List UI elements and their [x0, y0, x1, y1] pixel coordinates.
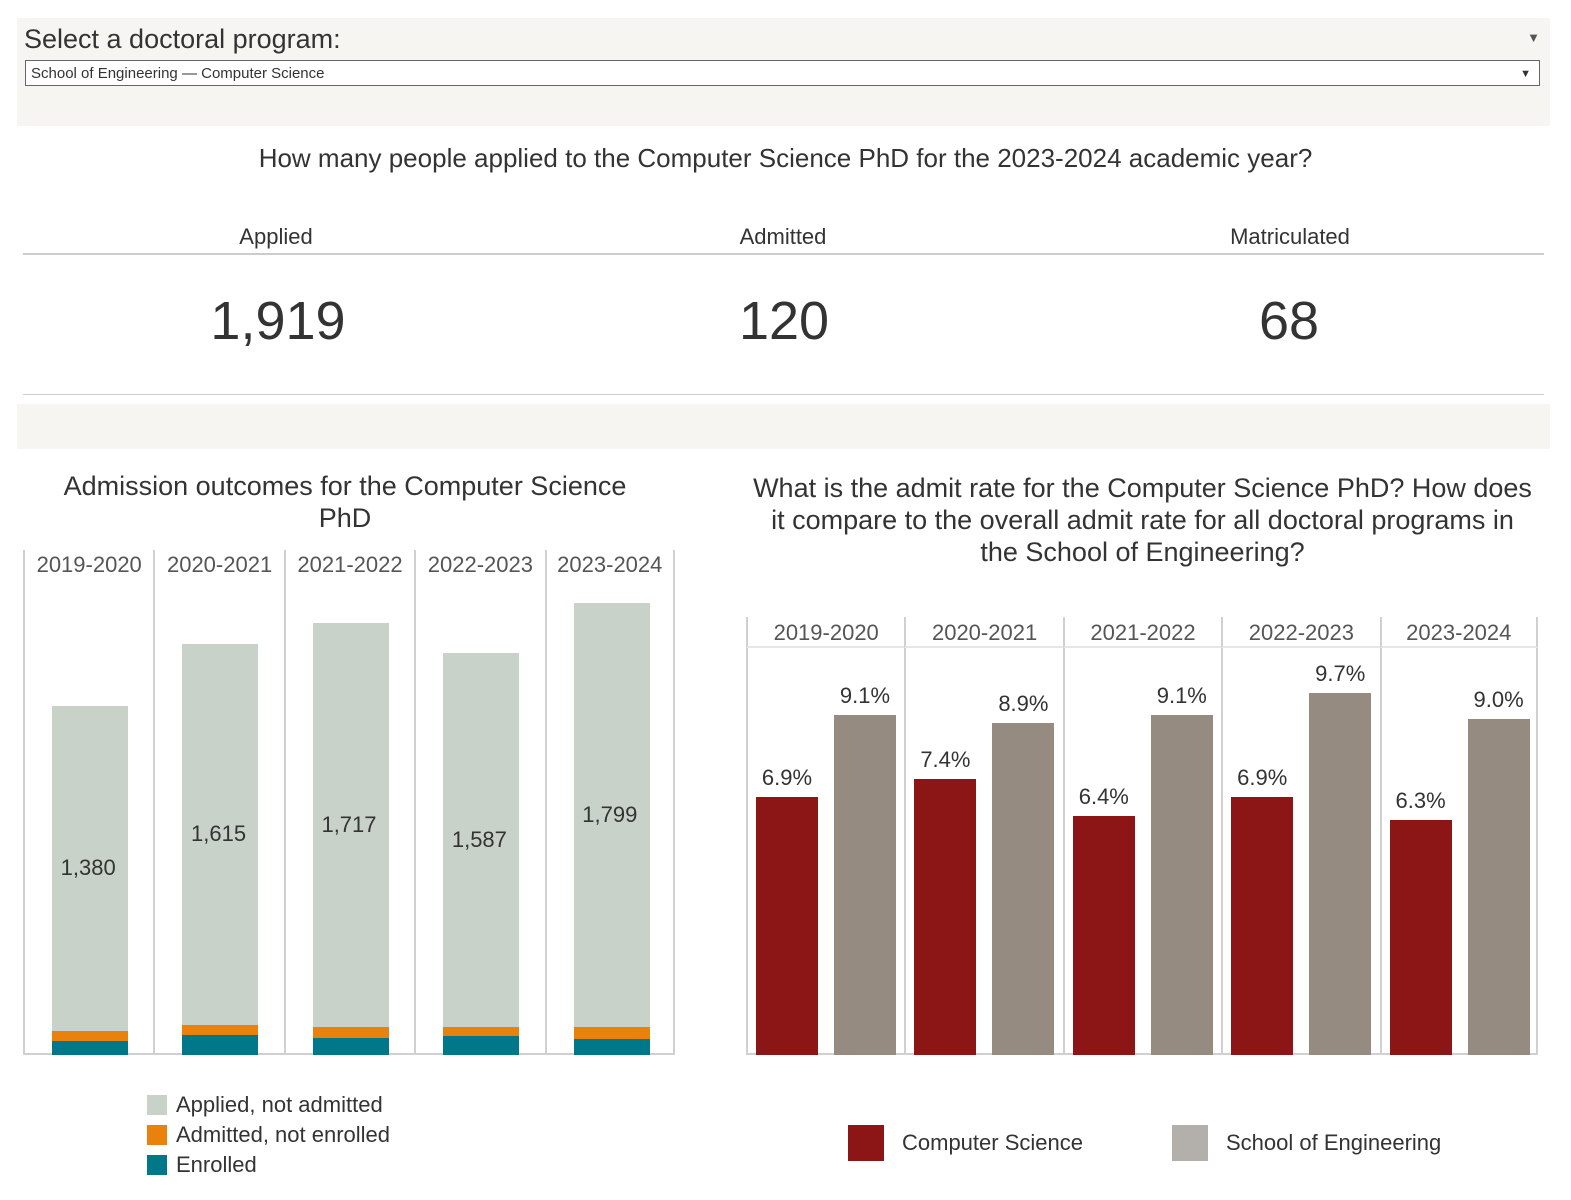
bar-enrolled: [182, 1034, 259, 1055]
data-label: 6.9%: [1237, 765, 1288, 791]
data-label: 9.7%: [1315, 660, 1366, 686]
column-panel: [1379, 648, 1538, 1055]
bar-computer-science: [1231, 797, 1294, 1055]
legend-soe: School of Engineering: [1172, 1125, 1441, 1161]
admitted-label: Admitted: [739, 224, 827, 249]
divider: [23, 394, 1544, 395]
program-dropdown[interactable]: School of Engineering — Computer Science…: [25, 60, 1540, 86]
matriculated-label: Matriculated: [1230, 224, 1350, 249]
data-label: 6.3%: [1395, 787, 1446, 813]
bar-enrolled: [312, 1037, 389, 1055]
data-label: 1,615: [191, 821, 247, 847]
bar-computer-science: [756, 797, 818, 1055]
data-label: 1,380: [60, 855, 116, 881]
bar-applied-not-admitted: [443, 653, 520, 1028]
legend-swatch: [147, 1125, 167, 1145]
bar-enrolled: [443, 1035, 520, 1055]
column-header: 2022-2023: [414, 550, 544, 580]
bar-school-of-engineering: [1467, 718, 1530, 1055]
bar-admitted-not-enrolled: [312, 1027, 389, 1038]
legend-label: School of Engineering: [1226, 1130, 1442, 1155]
bar-applied-not-admitted: [573, 603, 650, 1027]
column-panel: [904, 648, 1063, 1055]
legend-cs: Computer Science: [848, 1125, 1083, 1161]
legend-swatch: [147, 1155, 167, 1175]
bar-admitted-not-enrolled: [182, 1024, 259, 1035]
bar-school-of-engineering: [1309, 692, 1372, 1055]
column-header: 2020-2021: [904, 617, 1063, 648]
bar-applied-not-admitted: [52, 705, 128, 1031]
legend-label: Applied, not admitted: [176, 1092, 383, 1117]
legend-label: Enrolled: [176, 1152, 257, 1177]
panel-menu-arrow-icon[interactable]: ▼: [1527, 30, 1540, 45]
data-label: 1,587: [451, 827, 507, 853]
program-selector-panel: Select a doctoral program: ▼ School of E…: [17, 18, 1550, 126]
summary-question: How many people applied to the Computer …: [258, 143, 1313, 173]
divider: [23, 253, 1544, 255]
column-panel: [746, 648, 905, 1055]
bar-enrolled: [52, 1040, 128, 1055]
data-label: 9.1%: [1156, 683, 1207, 709]
admitted-value: 120: [738, 291, 830, 351]
column-header: 2023-2024: [1379, 617, 1538, 648]
selector-label: Select a doctoral program:: [24, 24, 341, 54]
outcomes-chart: 2019-2020 1,380 2020-2021 1,615 2021-2022 1,7…: [23, 550, 675, 1057]
legend-applied: Applied, not admitted: [147, 1092, 383, 1118]
column-panel: [1221, 648, 1380, 1055]
data-label: 6.4%: [1078, 784, 1129, 810]
bar-computer-science: [1389, 819, 1452, 1055]
admit-rate-chart: 2019-2020 6.9% 9.1% 2020-2021 7.4% 8.9% 2021-2…: [746, 617, 1538, 1057]
data-label: 1,717: [321, 812, 377, 838]
applied-label: Applied: [239, 224, 313, 249]
bar-school-of-engineering: [992, 722, 1055, 1055]
applied-value: 1,919: [210, 291, 346, 351]
bar-admitted-not-enrolled: [443, 1027, 520, 1036]
bar-enrolled: [573, 1038, 650, 1055]
bar-applied-not-admitted: [312, 623, 389, 1028]
legend-swatch: [147, 1095, 167, 1115]
column-header: 2019-2020: [746, 617, 905, 648]
column-header: 2021-2022: [283, 550, 414, 580]
spacer-band: [17, 404, 1550, 449]
legend-enrolled: Enrolled: [147, 1152, 257, 1178]
legend-admitted: Admitted, not enrolled: [147, 1122, 390, 1148]
bar-admitted-not-enrolled: [573, 1026, 650, 1039]
outcomes-chart-title: Admission outcomes for the Computer Scie…: [63, 471, 627, 533]
bar-computer-science: [1072, 816, 1135, 1055]
legend-swatch: [848, 1125, 884, 1161]
bar-school-of-engineering: [834, 715, 896, 1055]
column-header: 2021-2022: [1062, 617, 1222, 648]
data-label: 6.9%: [761, 765, 813, 791]
bar-school-of-engineering: [1150, 715, 1213, 1055]
bar-applied-not-admitted: [182, 644, 259, 1025]
legend-label: Computer Science: [902, 1130, 1083, 1155]
bar-computer-science: [914, 778, 977, 1055]
data-label: 7.4%: [920, 746, 971, 772]
chevron-down-icon: ▼: [1520, 68, 1531, 80]
column-panel: [1062, 648, 1222, 1055]
admit-rate-chart-title: What is the admit rate for the Computer …: [753, 473, 1532, 567]
column-header: 2019-2020: [23, 550, 153, 580]
dropdown-value: School of Engineering — Computer Science: [31, 65, 325, 82]
column-header: 2020-2021: [153, 550, 283, 580]
legend-label: Admitted, not enrolled: [176, 1122, 391, 1147]
bar-admitted-not-enrolled: [52, 1030, 128, 1041]
data-label: 1,799: [582, 801, 638, 827]
data-label: 8.9%: [998, 690, 1049, 716]
column-header: 2023-2024: [544, 550, 675, 580]
legend-swatch: [1172, 1125, 1208, 1161]
data-label: 9.1%: [839, 683, 891, 709]
column-header: 2022-2023: [1221, 617, 1380, 648]
data-label: 9.0%: [1473, 686, 1524, 712]
matriculated-value: 68: [1258, 291, 1320, 351]
